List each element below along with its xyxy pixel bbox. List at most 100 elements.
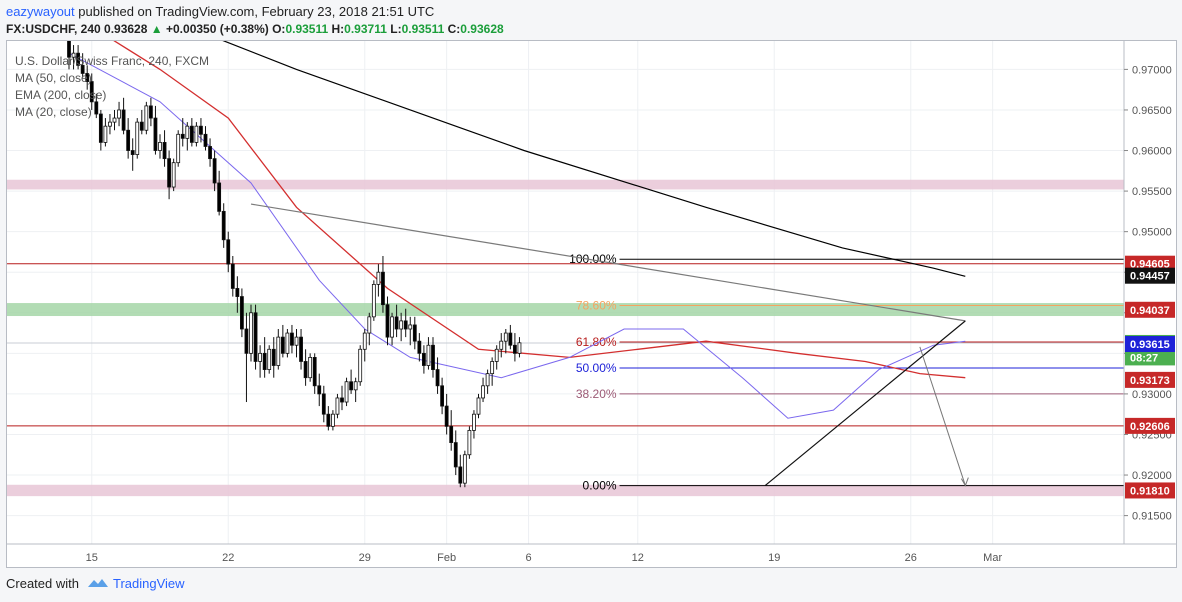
candle-body [394, 316, 399, 330]
price-label-text: 0.94457 [1130, 271, 1170, 283]
time-tick-label: Feb [437, 552, 456, 564]
candle-body [139, 121, 144, 131]
candle-body [444, 405, 449, 427]
price-chart[interactable]: 100.00% 78.60% 61.80% 50.00% 38.20% 0.00% 0.97… [7, 41, 1176, 567]
trendline [250, 203, 966, 322]
candle-body [271, 348, 276, 366]
price-label-text: 0.92606 [1130, 421, 1170, 433]
candle-body [103, 125, 108, 143]
candle-body [208, 146, 212, 160]
created-with-label: Created with [6, 576, 79, 591]
zone-band [7, 484, 1124, 497]
fib-label: 78.60% [576, 298, 617, 312]
candle-body [249, 312, 253, 354]
candle-body [435, 369, 440, 387]
chart-area[interactable]: 100.00% 78.60% 61.80% 50.00% 38.20% 0.00% 0.97… [6, 40, 1177, 568]
published-text: published on TradingView.com, February 2… [78, 4, 435, 19]
candle-body [76, 52, 80, 66]
candle-body [94, 101, 99, 115]
candle-body [490, 361, 495, 375]
high-value: 0.93711 [344, 22, 387, 36]
price-tick-label: 0.95500 [1132, 186, 1172, 198]
candle-body [453, 442, 458, 468]
fib-label: 61.80% [576, 335, 617, 349]
price-label-badge [1125, 482, 1175, 499]
candle-body [362, 332, 367, 350]
zone-band [7, 303, 1124, 317]
legend-ema200: EMA (200, close) [15, 88, 107, 102]
price-label-text: 0.94605 [1130, 259, 1170, 271]
price-label-text: 0.93173 [1130, 375, 1170, 387]
trendline [764, 320, 966, 487]
candle-body [130, 150, 135, 155]
publish-info: eazywayout published on TradingView.com,… [6, 4, 434, 19]
candle-body [508, 332, 513, 346]
price-label-text: 08:27 [1130, 352, 1158, 364]
ma20-line [68, 52, 966, 419]
up-arrow-icon: ▲ [150, 22, 163, 36]
candle-body [117, 109, 121, 119]
open-label: O: [272, 22, 286, 36]
candle-body [462, 454, 467, 484]
candle-body [390, 316, 394, 338]
price-tick-label: 0.95000 [1132, 227, 1172, 239]
time-tick-label: 19 [768, 552, 780, 564]
candle-body [85, 73, 90, 82]
price-change: +0.00350 (+0.38%) [166, 22, 269, 36]
candle-body [512, 344, 517, 354]
legend-title: U.S. Dollar/Swiss Franc, 240, FXCM [15, 54, 210, 68]
projection-arrow [919, 346, 966, 486]
candle-body [199, 125, 203, 135]
candle-body [517, 342, 522, 354]
last-price: 0.93628 [104, 22, 148, 36]
price-label-text: 0.93615 [1130, 339, 1170, 351]
candle-body [349, 381, 354, 391]
candle-body [239, 296, 244, 330]
candle-body [71, 52, 76, 58]
low-label: L: [390, 22, 402, 36]
candle-body [98, 113, 103, 143]
candle-body [176, 133, 181, 164]
chart-legend: U.S. Dollar/Swiss Franc, 240, FXCM MA (5… [15, 53, 209, 121]
price-tick-label: 0.91500 [1132, 511, 1172, 523]
candle-body [330, 413, 335, 427]
fib-label: 38.20% [576, 387, 617, 401]
candle-body [262, 352, 267, 370]
time-tick-label: 15 [86, 552, 98, 564]
tradingview-link[interactable]: TradingView [112, 576, 185, 591]
legend-ma20: MA (20, close) [15, 105, 92, 119]
candle-body [144, 105, 149, 131]
open-value: 0.93511 [285, 22, 329, 36]
candle-body [408, 324, 413, 330]
candle-body [476, 397, 481, 415]
candle-body [472, 413, 476, 431]
candle-body [135, 121, 140, 155]
candle-body [371, 283, 376, 318]
candle-body [203, 133, 208, 147]
publisher-link[interactable]: eazywayout [6, 4, 75, 19]
candle-body [267, 348, 272, 370]
candle-body [235, 288, 240, 297]
candle-body [458, 466, 463, 484]
fib-label: 100.00% [569, 252, 617, 266]
low-value: 0.93511 [401, 22, 445, 36]
candle-body [280, 336, 285, 354]
candle-body [326, 413, 331, 427]
candle-body [403, 320, 408, 330]
price-tick-label: 0.92000 [1132, 470, 1172, 482]
candle-body [108, 121, 112, 127]
candle-body [440, 385, 445, 407]
candle-body [171, 162, 176, 188]
candle-body [180, 133, 185, 139]
price-label-text: 0.91810 [1130, 485, 1170, 497]
ohlc-header: FX:USDCHF, 240 0.93628 ▲ +0.00350 (+0.38… [6, 22, 504, 36]
price-tick-label: 0.96000 [1132, 146, 1172, 158]
high-label: H: [331, 22, 345, 36]
candle-body [221, 210, 226, 241]
candle-body [499, 340, 504, 350]
candle-body [89, 81, 94, 103]
time-tick-label: 22 [222, 552, 234, 564]
price-label-badge [1125, 417, 1175, 434]
candle-body [290, 332, 294, 346]
candle-body [417, 340, 422, 354]
